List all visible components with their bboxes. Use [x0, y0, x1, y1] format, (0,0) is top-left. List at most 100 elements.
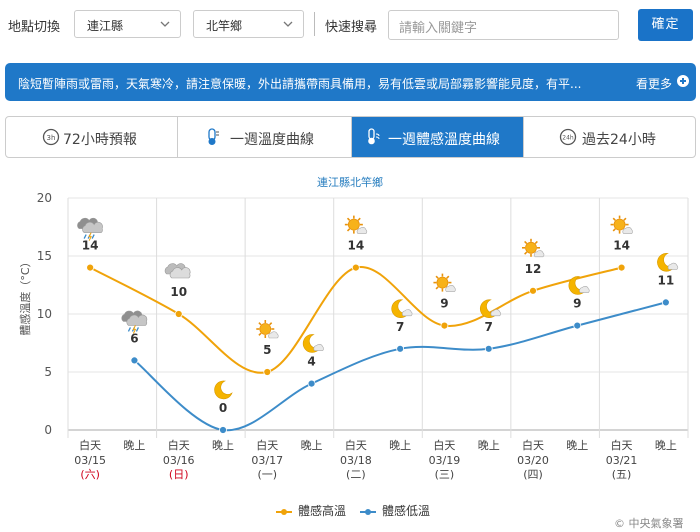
cloud-shape — [533, 250, 545, 258]
divider — [314, 12, 315, 36]
data-point-high — [617, 263, 626, 272]
data-label-low: 11 — [658, 273, 675, 287]
clock-24h-icon: 24h — [559, 128, 577, 146]
data-point-low — [219, 426, 227, 434]
confirm-button[interactable]: 確定 — [638, 9, 693, 41]
y-tick-label: 0 — [44, 423, 52, 437]
data-label-high: 9 — [440, 297, 448, 311]
sun-ray — [623, 217, 627, 221]
tab-weekly-feels-like-label: 一週體感溫度曲線 — [388, 132, 500, 148]
sun-ray — [612, 217, 616, 221]
tab-weekly-temperature[interactable]: 一週溫度曲線 — [178, 117, 352, 157]
legend-high[interactable]: 體感高溫 — [276, 502, 346, 519]
x-tick-weekday-label: (二) — [346, 468, 366, 481]
cloud-shape — [579, 286, 590, 293]
data-point-low — [130, 356, 139, 365]
sun-disc — [259, 323, 272, 335]
x-tick-weekday-label: (三) — [435, 468, 455, 481]
cloud-shape — [667, 262, 679, 270]
chevron-down-icon — [283, 21, 293, 27]
y-tick-label: 10 — [37, 307, 52, 321]
data-point-high — [86, 263, 95, 272]
x-tick-night-label: 晚上 — [389, 439, 411, 452]
data-label-high: 12 — [525, 262, 542, 276]
plus-circle-icon[interactable] — [677, 75, 689, 87]
svg-text:24h: 24h — [562, 135, 574, 142]
x-tick-date-label: 03/15 — [74, 454, 106, 467]
clock-3h-icon: 3h — [42, 128, 60, 146]
data-point-high — [529, 286, 537, 295]
x-tick-date-label: 03/18 — [340, 454, 372, 467]
svg-text:3h: 3h — [47, 134, 56, 142]
legend-low[interactable]: 體感低溫 — [360, 502, 430, 519]
town-select[interactable]: 北竿鄉 — [193, 10, 304, 38]
x-tick-day-label: 白天 — [345, 438, 367, 452]
sun-ray — [446, 275, 450, 279]
feels-like-chart: 連江縣北竿鄉 體感溫度（°C） 0 5 10 15 20 白天 晚上 03/15 (六) 白天 晚上… — [0, 165, 700, 532]
data-point-low — [661, 298, 670, 307]
location-switch-label: 地點切換 — [8, 20, 61, 35]
sun-ray — [612, 228, 616, 232]
moon-shape — [214, 380, 233, 400]
sun-cloud-icon — [433, 273, 456, 292]
tab-72-hour[interactable]: 3h 72小時預報 — [6, 117, 178, 157]
rain-cloud-icon — [121, 310, 148, 334]
data-point-high — [351, 263, 360, 272]
x-tick-day-label: 白天 — [433, 438, 455, 452]
x-tick-day-label: 白天 — [256, 438, 278, 452]
credit: © 中央氣象署 — [614, 517, 684, 530]
see-more-link[interactable]: 看更多 — [636, 77, 673, 91]
x-tick-day-label: 白天 — [611, 438, 633, 452]
county-select-value: 連江縣 — [87, 19, 124, 33]
x-tick-night-label: 晚上 — [301, 439, 323, 452]
cloud-icon — [164, 263, 191, 279]
cloud-shape — [313, 344, 324, 351]
x-tick-night-label: 晚上 — [655, 439, 677, 452]
rain-cloud-icon — [77, 217, 103, 241]
x-tick-day-label: 白天 — [168, 438, 190, 452]
x-tick-night-label: 晚上 — [123, 439, 145, 452]
data-label-low: 0 — [219, 401, 227, 415]
cloud-shape — [82, 221, 103, 233]
data-label-low: 9 — [573, 297, 581, 311]
sun-disc — [613, 218, 626, 231]
moon-cloud-icon — [391, 299, 413, 318]
y-tick-label: 15 — [37, 249, 52, 263]
data-label-high: 10 — [170, 285, 187, 299]
sun-ray — [346, 228, 351, 232]
data-point-low — [307, 379, 316, 388]
moon-cloud-icon — [568, 276, 590, 295]
tab-weekly-feels-like[interactable]: 一週體感溫度曲線 — [352, 117, 524, 157]
county-select[interactable]: 連江縣 — [74, 10, 181, 38]
data-label-high: 14 — [613, 239, 630, 253]
x-tick-date-label: 03/21 — [606, 454, 638, 467]
data-point-high — [440, 321, 449, 330]
weather-summary-banner: 陰短暫陣雨或雷雨，天氣寒冷，請注意保暖，外出請攜帶雨具備用，易有低雲或局部霧影響… — [5, 63, 696, 101]
cloud-shape — [622, 227, 633, 234]
data-label-low: 6 — [130, 331, 138, 345]
data-label-high: 5 — [263, 343, 271, 357]
sun-ray — [258, 322, 262, 326]
sun-cloud-icon — [610, 215, 633, 234]
data-label-high: 14 — [82, 239, 99, 253]
moon-cloud-icon — [480, 299, 502, 318]
chart-plot: 0 5 10 15 20 白天 晚上 03/15(六) 白天 晚上 03/16(日) 白天 晚上 03/1… — [37, 191, 689, 481]
data-point-low — [573, 321, 582, 330]
cloud-shape — [126, 314, 148, 326]
cloud-shape — [356, 227, 368, 234]
x-tick-weekday-label: (五) — [612, 468, 632, 481]
x-tick-night-label: 晚上 — [478, 439, 500, 452]
sun-ray — [524, 251, 528, 255]
sun-ray — [268, 322, 273, 326]
data-label-low: 7 — [485, 320, 493, 334]
x-tick-date-label: 03/17 — [251, 454, 283, 467]
data-point-high — [174, 310, 183, 318]
search-input[interactable]: 請輸入關鍵字 — [388, 10, 619, 40]
x-tick-date-label: 03/16 — [163, 454, 195, 467]
sun-ray — [524, 240, 528, 245]
data-point-high — [263, 368, 272, 376]
sun-disc — [436, 276, 449, 289]
sun-ray — [534, 240, 538, 245]
cloud-shape — [402, 309, 413, 317]
tab-past-24-hours[interactable]: 24h 過去24小時 — [524, 117, 695, 157]
